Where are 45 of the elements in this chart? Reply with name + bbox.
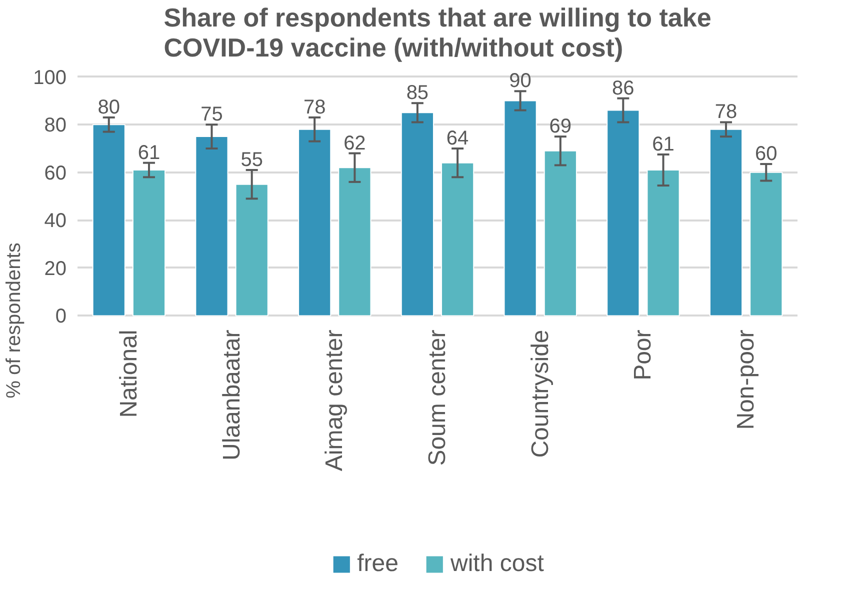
bar	[646, 170, 680, 316]
bar	[441, 162, 474, 316]
y-tick-label: 20	[44, 258, 67, 280]
legend-label: with cost	[450, 550, 544, 578]
data-label: 61	[138, 142, 160, 164]
bar	[606, 110, 640, 316]
chart-title: Share of respondents that are willing to take COVID-19 vaccine (with/without cost)	[164, 2, 712, 62]
y-tick-label: 0	[55, 306, 66, 328]
y-tick-label: 80	[44, 114, 67, 137]
y-tick-label: 40	[44, 210, 67, 232]
legend-label: free	[357, 550, 398, 578]
bar	[298, 128, 332, 316]
bar	[750, 172, 783, 316]
y-tick-label: 60	[44, 162, 67, 184]
data-label: 69	[549, 116, 572, 138]
data-label: 75	[200, 104, 223, 126]
x-tick-label: Non-poor	[732, 330, 760, 430]
x-tick-label: Poor	[630, 330, 657, 380]
data-label: 90	[509, 70, 532, 92]
bar	[235, 184, 268, 316]
data-label: 85	[406, 82, 429, 104]
bar	[709, 128, 743, 316]
bar	[195, 136, 228, 316]
data-label: 78	[303, 96, 326, 118]
bar	[544, 150, 577, 316]
y-axis-title: % of respondents	[3, 242, 26, 398]
bar	[92, 124, 126, 316]
data-label: 78	[714, 101, 738, 124]
bar	[132, 170, 166, 316]
data-label: 86	[612, 77, 634, 100]
data-label: 62	[344, 132, 366, 154]
bar	[400, 112, 434, 316]
x-tick-label: Aimag center	[321, 330, 348, 472]
bar	[504, 100, 537, 316]
data-label: 55	[240, 149, 263, 171]
x-tick-label: Soum center	[424, 330, 451, 466]
x-tick-label: National	[115, 330, 142, 418]
data-label: 60	[755, 143, 778, 166]
data-label: 61	[652, 133, 674, 156]
x-tick-label: Countryside	[526, 330, 554, 458]
y-tick-label: 100	[33, 66, 67, 89]
x-tick-label: Ulaanbaatar	[218, 330, 246, 460]
bar	[338, 167, 372, 316]
data-label: 64	[446, 128, 469, 150]
data-label: 80	[98, 96, 120, 118]
